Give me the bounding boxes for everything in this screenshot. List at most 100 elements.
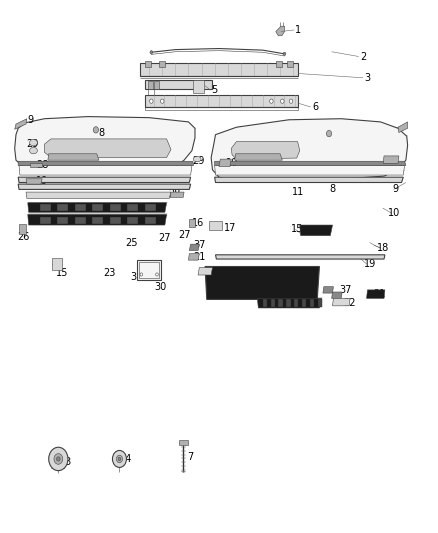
Text: 6: 6: [312, 102, 318, 112]
Polygon shape: [215, 255, 385, 259]
Bar: [19, 224, 25, 233]
Polygon shape: [219, 159, 231, 166]
Bar: [52, 258, 62, 270]
Circle shape: [289, 99, 293, 103]
Polygon shape: [235, 154, 283, 160]
Polygon shape: [14, 117, 195, 171]
Bar: [302, 300, 306, 307]
Bar: [92, 216, 103, 224]
Circle shape: [270, 99, 273, 103]
Bar: [148, 81, 152, 90]
Ellipse shape: [29, 140, 37, 146]
Text: 24: 24: [119, 454, 131, 464]
Polygon shape: [332, 292, 342, 298]
Text: 10: 10: [226, 158, 238, 168]
Bar: [286, 300, 290, 307]
Text: 10: 10: [389, 208, 401, 219]
Polygon shape: [323, 287, 333, 293]
Bar: [145, 95, 297, 107]
Text: 30: 30: [154, 282, 166, 292]
Bar: [127, 204, 138, 211]
Polygon shape: [198, 268, 212, 275]
Polygon shape: [332, 298, 350, 306]
Circle shape: [283, 52, 286, 55]
Circle shape: [150, 51, 152, 54]
Text: 28: 28: [36, 160, 48, 171]
Polygon shape: [14, 119, 27, 130]
Polygon shape: [215, 165, 405, 175]
Circle shape: [54, 454, 63, 464]
Text: 26: 26: [18, 232, 30, 243]
Text: 19: 19: [36, 176, 48, 187]
Bar: [276, 61, 283, 67]
Text: 1: 1: [294, 25, 300, 35]
Text: 9: 9: [393, 184, 399, 195]
Text: 22: 22: [343, 297, 355, 308]
Text: 37: 37: [193, 240, 205, 250]
Circle shape: [113, 450, 127, 467]
Bar: [40, 204, 51, 211]
Circle shape: [93, 127, 99, 133]
Circle shape: [117, 455, 123, 463]
Text: 16: 16: [192, 218, 204, 228]
Text: 33: 33: [59, 457, 71, 467]
Bar: [57, 204, 68, 211]
Polygon shape: [383, 156, 399, 164]
Bar: [139, 262, 159, 278]
Circle shape: [140, 273, 143, 276]
Text: 11: 11: [130, 146, 142, 156]
Polygon shape: [398, 122, 408, 133]
Bar: [92, 204, 103, 211]
Text: 29: 29: [192, 156, 204, 166]
Polygon shape: [205, 266, 319, 300]
Bar: [159, 61, 165, 67]
Polygon shape: [28, 214, 166, 225]
Bar: [40, 216, 51, 224]
Text: 15: 15: [291, 224, 304, 235]
Circle shape: [118, 457, 121, 461]
Polygon shape: [30, 163, 42, 166]
Bar: [310, 300, 314, 307]
Polygon shape: [215, 161, 406, 165]
Polygon shape: [26, 192, 171, 198]
Bar: [318, 300, 322, 307]
Bar: [154, 81, 159, 90]
Text: 15: 15: [56, 269, 68, 278]
Text: 25: 25: [125, 238, 138, 247]
Polygon shape: [18, 177, 191, 182]
Polygon shape: [367, 290, 385, 298]
Bar: [75, 204, 86, 211]
Text: 17: 17: [224, 223, 236, 233]
Text: 9: 9: [27, 115, 33, 125]
Circle shape: [49, 447, 68, 471]
Bar: [271, 300, 275, 307]
Bar: [179, 440, 187, 445]
Polygon shape: [215, 177, 403, 182]
Polygon shape: [231, 142, 300, 159]
Polygon shape: [48, 154, 99, 160]
Text: 8: 8: [98, 127, 104, 138]
Text: 29: 29: [26, 139, 38, 149]
Polygon shape: [258, 298, 321, 308]
Text: 8: 8: [329, 184, 336, 195]
Polygon shape: [18, 161, 194, 165]
Bar: [145, 216, 155, 224]
Text: 23: 23: [275, 300, 287, 310]
Bar: [145, 61, 151, 67]
Circle shape: [155, 273, 158, 276]
Text: 31: 31: [131, 272, 143, 282]
Bar: [287, 61, 293, 67]
Text: 18: 18: [377, 243, 389, 253]
Text: 27: 27: [158, 233, 171, 244]
Polygon shape: [18, 184, 191, 189]
Bar: [141, 63, 297, 76]
Bar: [127, 216, 138, 224]
Bar: [193, 80, 204, 93]
Text: 7: 7: [187, 452, 194, 462]
Bar: [110, 216, 121, 224]
Bar: [137, 260, 161, 280]
Circle shape: [57, 457, 60, 461]
Ellipse shape: [29, 148, 37, 154]
Text: 28: 28: [168, 189, 180, 199]
Bar: [294, 300, 298, 307]
